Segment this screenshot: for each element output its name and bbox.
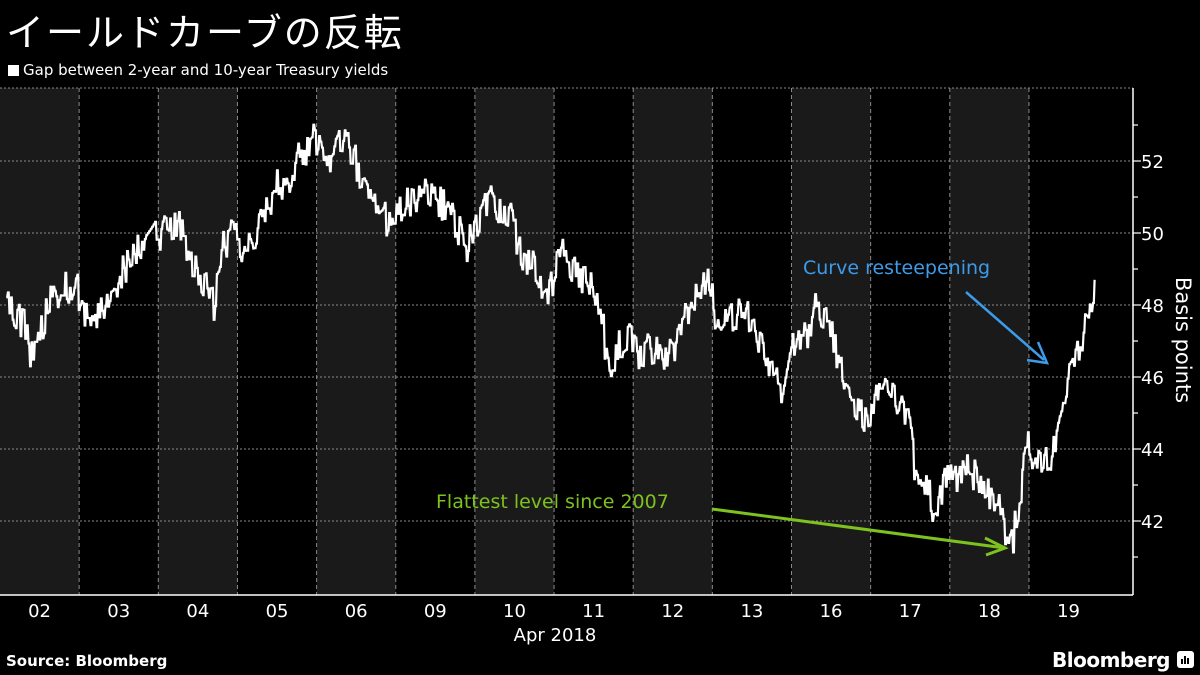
x-tick-label: 18 <box>978 601 1001 622</box>
x-tick-label: 12 <box>661 601 684 622</box>
x-axis-tick-labels: 02 03 04 05 06 09 10 11 12 13 16 17 18 19 <box>28 601 1080 622</box>
x-tick-label: 13 <box>740 601 763 622</box>
legend-label: Gap between 2-year and 10-year Treasury … <box>23 61 389 79</box>
x-tick-label: 04 <box>186 601 209 622</box>
x-tick-label: 10 <box>503 601 526 622</box>
yield-gap-line <box>6 123 1096 554</box>
arrow-green-icon <box>711 507 1009 557</box>
alternating-day-bands <box>0 88 1029 595</box>
chart-title: イールドカーブの反転 <box>6 11 404 55</box>
x-tick-label: 17 <box>899 601 922 622</box>
x-tick-label: 06 <box>345 601 368 622</box>
y-tick-label: 52 <box>1141 152 1164 173</box>
x-tick-label: 11 <box>582 601 605 622</box>
bloomberg-logo: Bloomberg <box>1052 648 1170 672</box>
y-tick-label: 48 <box>1141 296 1164 317</box>
day-band <box>158 88 238 595</box>
x-tick-label: 19 <box>1057 601 1080 622</box>
annotation-curve-resteepening: Curve resteepening <box>803 257 990 279</box>
x-tick-label: 02 <box>28 601 51 622</box>
x-tick-label: 05 <box>266 601 289 622</box>
arrow-blue-icon <box>965 291 1050 365</box>
day-band <box>474 88 555 595</box>
y-tick-label: 50 <box>1141 224 1164 245</box>
day-band <box>0 88 80 595</box>
y-tick-label: 46 <box>1141 368 1164 389</box>
x-axis-title: Apr 2018 <box>514 625 597 646</box>
horizontal-gridlines <box>0 87 1133 522</box>
y-axis-title: Basis points <box>1171 277 1195 403</box>
y-tick-label: 42 <box>1141 512 1164 533</box>
day-band <box>949 88 1029 595</box>
y-axis: 42 44 46 48 50 52 <box>1132 88 1164 595</box>
x-tick-label: 16 <box>820 601 843 622</box>
legend-swatch <box>8 64 19 76</box>
y-tick-label: 44 <box>1141 440 1164 461</box>
x-tick-label: 03 <box>107 601 130 622</box>
x-tick-label: 09 <box>424 601 447 622</box>
annotation-flattest-level: Flattest level since 2007 <box>436 491 669 513</box>
source-note: Source: Bloomberg <box>6 652 168 670</box>
chart-badge-icon <box>1177 651 1194 668</box>
legend: Gap between 2-year and 10-year Treasury … <box>8 61 388 79</box>
day-band <box>791 88 871 595</box>
